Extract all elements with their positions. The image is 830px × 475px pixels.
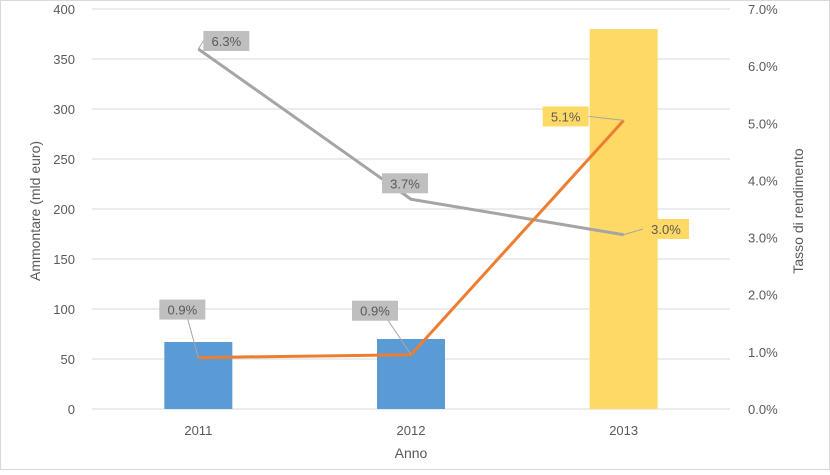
y2-tick-label: 7.0% xyxy=(748,2,778,17)
data-label: 5.1% xyxy=(551,109,581,124)
y-tick-label: 100 xyxy=(53,302,75,317)
y2-tick-label: 4.0% xyxy=(748,173,778,188)
series-line xyxy=(197,47,624,237)
data-label-box xyxy=(352,300,398,321)
data-label: 0.9% xyxy=(168,303,198,318)
label-leader xyxy=(623,228,644,236)
bar xyxy=(164,342,233,409)
y2-tick-label: 5.0% xyxy=(748,116,778,131)
y-tick-label: 250 xyxy=(53,152,75,167)
x-axis-title: Anno xyxy=(395,445,428,461)
series-line xyxy=(198,119,625,360)
data-label-box xyxy=(203,31,250,51)
y2-axis-title: Tasso di rendimento xyxy=(790,148,806,274)
label-leader xyxy=(404,192,412,200)
y-tick-label: 150 xyxy=(53,252,75,267)
data-label: 3.7% xyxy=(390,176,420,191)
data-label: 0.9% xyxy=(360,304,390,319)
y2-tick-label: 3.0% xyxy=(748,231,778,246)
y-tick-label: 300 xyxy=(53,102,75,117)
y-tick-label: 0 xyxy=(68,402,75,417)
y-tick-label: 200 xyxy=(53,202,75,217)
x-tick-label: 2011 xyxy=(184,423,212,438)
label-leader xyxy=(588,115,624,121)
y2-tick-label: 1.0% xyxy=(748,345,778,360)
x-tick-label: 2013 xyxy=(609,423,638,438)
data-label: 3.0% xyxy=(651,222,681,237)
bar xyxy=(377,339,445,409)
x-tick-label: 2012 xyxy=(397,423,426,438)
y-tick-label: 400 xyxy=(53,2,75,17)
data-labels: 6.3% 3.7% 3.0% 0.9% 0.9% 5.1% xyxy=(159,31,689,358)
line-series xyxy=(197,47,625,360)
data-label-box xyxy=(542,106,589,127)
y-tick-label: 350 xyxy=(53,52,75,67)
data-label-box xyxy=(643,219,689,239)
y-tick-label: 50 xyxy=(61,352,75,367)
label-leader xyxy=(197,40,204,50)
y2-tick-label: 0.0% xyxy=(748,402,778,417)
y2-tick-label: 2.0% xyxy=(748,288,778,303)
y2-tick-label: 6.0% xyxy=(748,59,778,74)
data-label: 6.3% xyxy=(212,34,242,49)
data-label-box xyxy=(159,299,206,320)
data-label-box xyxy=(382,173,428,194)
bar-series xyxy=(164,29,658,409)
y-axis-title: Ammontare (mld euro) xyxy=(27,141,43,281)
